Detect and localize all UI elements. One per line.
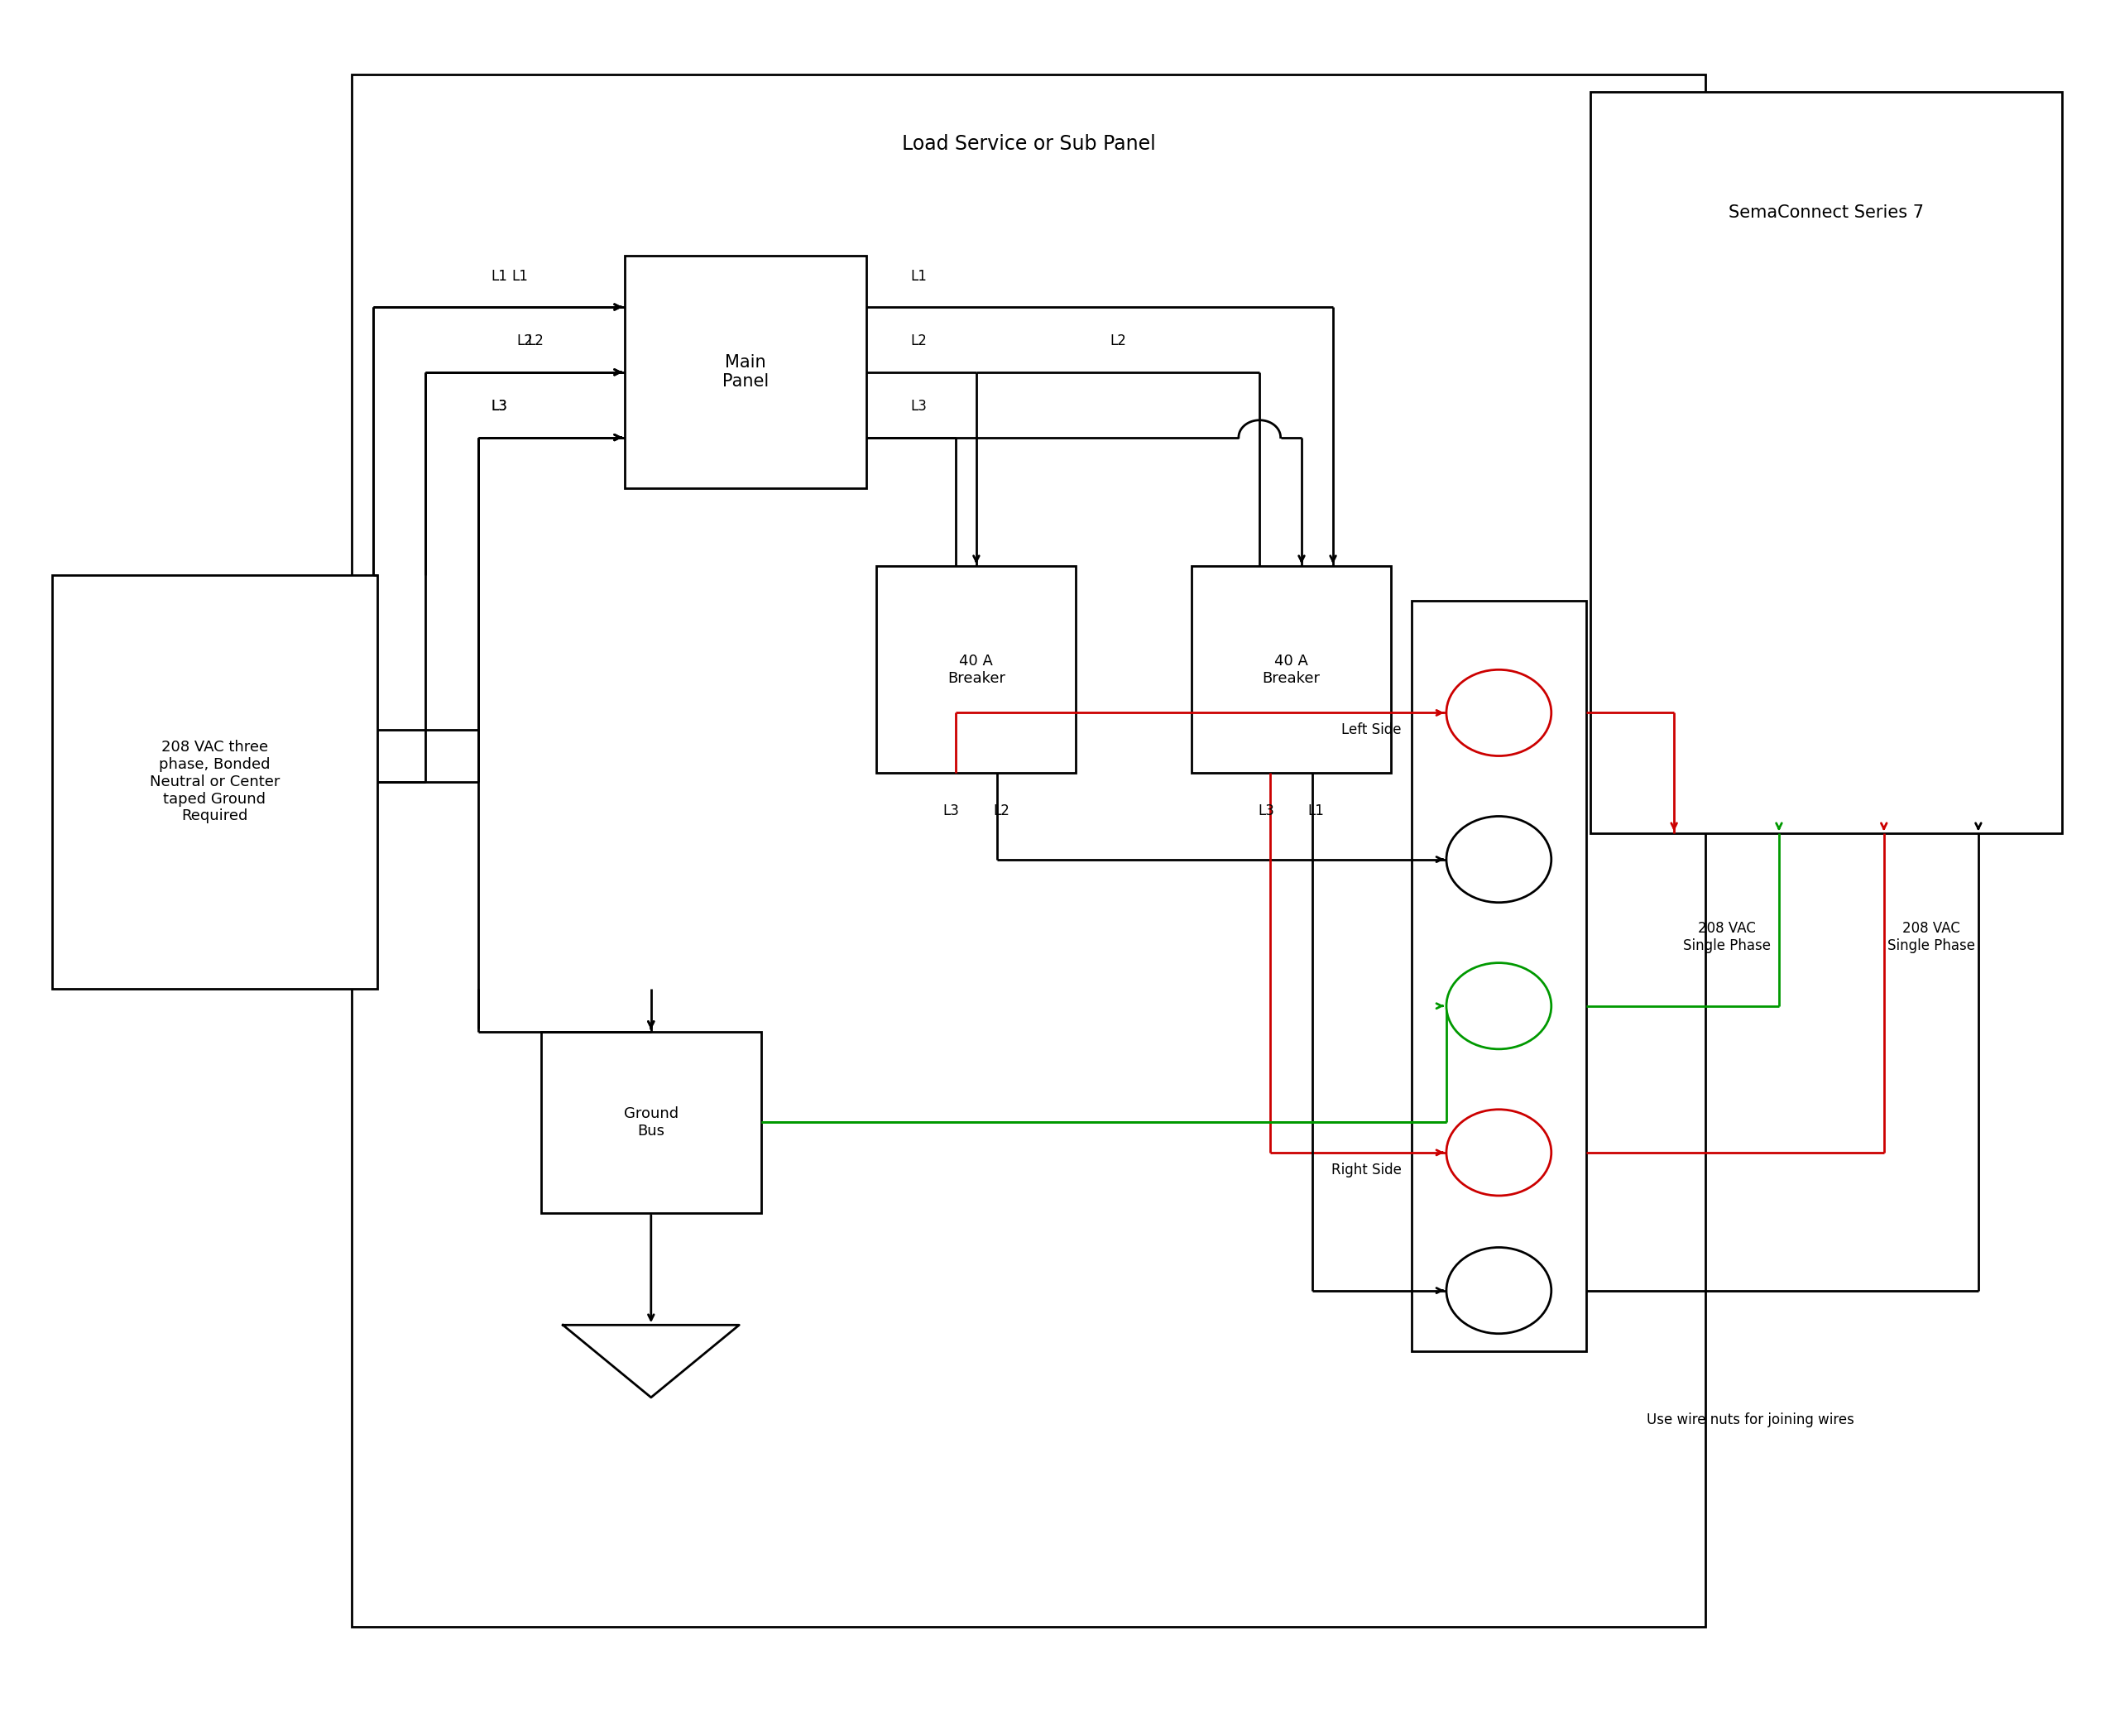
Text: L2: L2 — [528, 333, 544, 349]
Text: L2: L2 — [517, 333, 534, 349]
Circle shape — [1445, 816, 1551, 903]
Text: 208 VAC
Single Phase: 208 VAC Single Phase — [1682, 920, 1770, 953]
Text: Load Service or Sub Panel: Load Service or Sub Panel — [901, 134, 1156, 155]
Text: L1: L1 — [511, 269, 528, 283]
Text: L2: L2 — [994, 804, 1011, 819]
Bar — [540, 1031, 762, 1213]
Text: L3: L3 — [492, 399, 506, 413]
Text: Right Side: Right Side — [1331, 1163, 1401, 1177]
Text: 40 A
Breaker: 40 A Breaker — [947, 654, 1004, 686]
Bar — [1192, 566, 1390, 773]
Text: 208 VAC
Single Phase: 208 VAC Single Phase — [1886, 920, 1975, 953]
Text: L3: L3 — [943, 804, 960, 819]
Text: L2: L2 — [909, 333, 926, 349]
Text: L3: L3 — [492, 399, 506, 413]
Circle shape — [1445, 670, 1551, 755]
Bar — [1412, 601, 1587, 1351]
Text: L1: L1 — [1308, 804, 1325, 819]
Text: Use wire nuts for joining wires: Use wire nuts for joining wires — [1648, 1413, 1855, 1427]
Text: 40 A
Breaker: 40 A Breaker — [1262, 654, 1321, 686]
Circle shape — [1445, 1109, 1551, 1196]
Bar — [1591, 92, 2061, 833]
Text: SemaConnect Series 7: SemaConnect Series 7 — [1728, 205, 1924, 220]
Text: L1: L1 — [909, 269, 926, 283]
Bar — [876, 566, 1076, 773]
Text: L1: L1 — [492, 269, 506, 283]
Circle shape — [1445, 1248, 1551, 1333]
Bar — [625, 255, 865, 488]
Bar — [352, 75, 1705, 1627]
Text: Ground
Bus: Ground Bus — [625, 1106, 679, 1139]
Text: L3: L3 — [909, 399, 926, 413]
Bar — [53, 575, 378, 990]
Text: Main
Panel: Main Panel — [722, 354, 768, 391]
Text: L2: L2 — [1110, 333, 1127, 349]
Text: 208 VAC three
phase, Bonded
Neutral or Center
taped Ground
Required: 208 VAC three phase, Bonded Neutral or C… — [150, 740, 281, 823]
Text: Left Side: Left Side — [1342, 722, 1401, 738]
Circle shape — [1445, 963, 1551, 1049]
Text: L3: L3 — [1258, 804, 1274, 819]
